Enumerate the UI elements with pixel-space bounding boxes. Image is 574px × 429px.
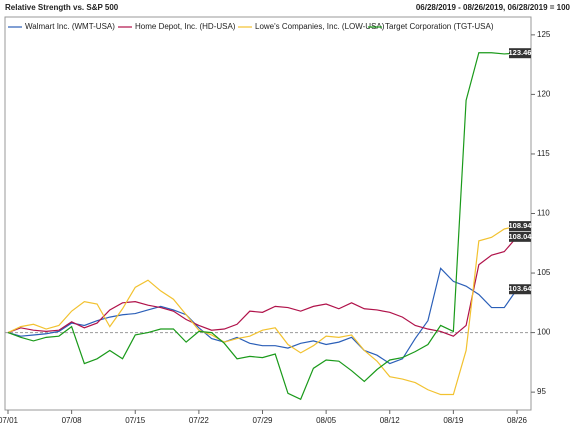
x-tick-label: 08/26 bbox=[507, 416, 528, 425]
legend-label: Home Depot, Inc. (HD-USA) bbox=[135, 22, 236, 31]
end-label: 108.94 bbox=[509, 221, 533, 230]
end-label: 123.46 bbox=[509, 48, 532, 57]
y-tick-label: 125 bbox=[537, 30, 551, 39]
y-tick-label: 95 bbox=[537, 387, 546, 396]
x-tick-label: 07/22 bbox=[189, 416, 210, 425]
chart-subtitle: 06/28/2019 - 08/26/2019, 06/28/2019 = 10… bbox=[416, 3, 571, 12]
end-label-box bbox=[509, 231, 531, 242]
x-tick-label: 08/19 bbox=[443, 416, 464, 425]
x-tick-label: 07/15 bbox=[125, 416, 146, 425]
x-tick-label: 08/12 bbox=[380, 416, 401, 425]
chart-title: Relative Strength vs. S&P 500 bbox=[5, 3, 119, 12]
legend-label: Target Corporation (TGT-USA) bbox=[385, 22, 494, 31]
x-tick-label: 08/05 bbox=[316, 416, 337, 425]
x-tick-label: 07/29 bbox=[252, 416, 273, 425]
plot-frame bbox=[4, 16, 532, 411]
legend-label: Walmart Inc. (WMT-USA) bbox=[25, 22, 115, 31]
y-tick-label: 100 bbox=[537, 328, 551, 337]
end-label: 103.64 bbox=[509, 284, 533, 293]
end-label-box bbox=[509, 48, 531, 59]
x-tick-label: 07/01 bbox=[0, 416, 19, 425]
end-label-box bbox=[509, 221, 531, 232]
y-tick-label: 110 bbox=[537, 209, 550, 218]
y-tick-label: 115 bbox=[537, 149, 550, 158]
y-tick-label: 105 bbox=[537, 268, 551, 277]
series-line bbox=[7, 267, 518, 365]
legend-label: Lowe's Companies, Inc. (LOW-USA) bbox=[255, 22, 385, 31]
y-tick-label: 120 bbox=[537, 90, 551, 99]
series-line bbox=[7, 225, 518, 396]
end-label: 108.04 bbox=[509, 232, 533, 241]
series-line bbox=[7, 52, 518, 401]
end-label-box bbox=[509, 284, 531, 295]
x-tick-label: 07/08 bbox=[62, 416, 83, 425]
series-line bbox=[7, 236, 518, 337]
